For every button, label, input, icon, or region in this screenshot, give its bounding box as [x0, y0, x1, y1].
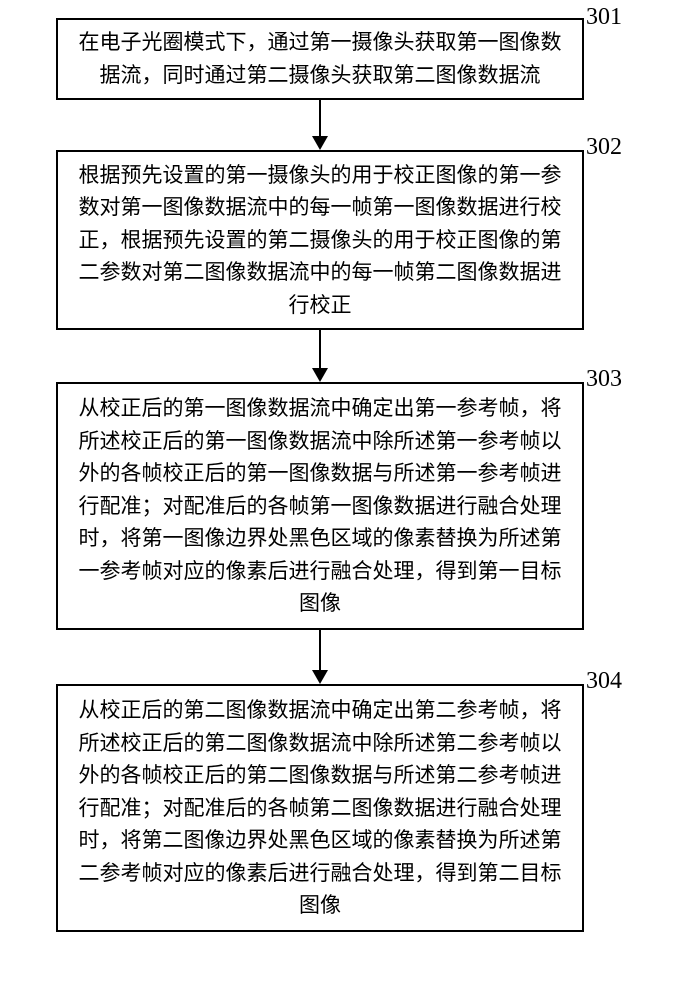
flow-node-301: 在电子光圈模式下，通过第一摄像头获取第一图像数据流，同时通过第二摄像头获取第二图… [56, 18, 584, 100]
arrow-line [319, 630, 321, 672]
flow-node-text: 从校正后的第二图像数据流中确定出第二参考帧，将所述校正后的第二图像数据流中除所述… [72, 694, 568, 922]
flowchart-canvas: 在电子光圈模式下，通过第一摄像头获取第一图像数据流，同时通过第二摄像头获取第二图… [0, 0, 684, 1000]
flow-node-text: 从校正后的第一图像数据流中确定出第一参考帧，将所述校正后的第一图像数据流中除所述… [72, 392, 568, 620]
flow-node-304: 从校正后的第二图像数据流中确定出第二参考帧，将所述校正后的第二图像数据流中除所述… [56, 684, 584, 932]
arrow-head-icon [312, 136, 328, 150]
flow-node-label-303: 303 [586, 366, 622, 393]
flow-node-303: 从校正后的第一图像数据流中确定出第一参考帧，将所述校正后的第一图像数据流中除所述… [56, 382, 584, 630]
flow-node-label-301: 301 [586, 4, 622, 31]
flow-node-label-304: 304 [586, 668, 622, 695]
flow-node-text: 根据预先设置的第一摄像头的用于校正图像的第一参数对第一图像数据流中的每一帧第一图… [72, 159, 568, 322]
flow-node-text: 在电子光圈模式下，通过第一摄像头获取第一图像数据流，同时通过第二摄像头获取第二图… [72, 26, 568, 91]
arrow-head-icon [312, 670, 328, 684]
flow-node-302: 根据预先设置的第一摄像头的用于校正图像的第一参数对第一图像数据流中的每一帧第一图… [56, 150, 584, 330]
arrow-head-icon [312, 368, 328, 382]
flow-node-label-302: 302 [586, 134, 622, 161]
arrow-line [319, 330, 321, 370]
arrow-line [319, 100, 321, 138]
